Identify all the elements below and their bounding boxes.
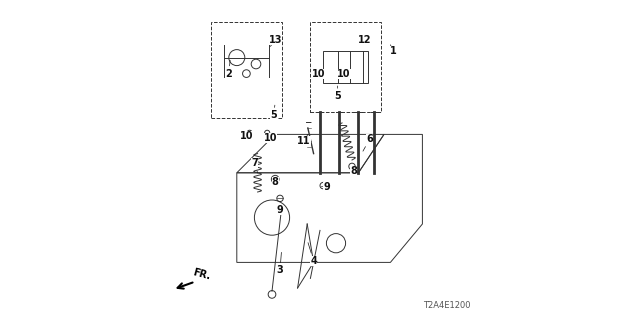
Text: 11: 11 [297, 134, 311, 146]
Text: 10: 10 [264, 132, 277, 143]
Text: 10: 10 [337, 68, 351, 79]
Text: T2A4E1200: T2A4E1200 [423, 301, 470, 310]
Text: FR.: FR. [192, 268, 212, 282]
Text: 5: 5 [270, 105, 277, 120]
Text: 4: 4 [308, 243, 317, 266]
Text: 12: 12 [358, 35, 372, 45]
Text: 6: 6 [363, 134, 373, 151]
Text: 5: 5 [334, 86, 341, 101]
Text: 9: 9 [323, 182, 330, 192]
Bar [323, 51, 368, 83]
Text: 3: 3 [276, 252, 284, 276]
Text: 13: 13 [268, 35, 282, 46]
Text: 2: 2 [225, 60, 232, 79]
Bar [310, 22, 381, 112]
Text: 1: 1 [390, 45, 397, 56]
Text: 7: 7 [251, 158, 258, 173]
Text: 9: 9 [276, 201, 284, 215]
Text: 8: 8 [272, 177, 278, 188]
Bar [211, 22, 282, 118]
Text: 10: 10 [239, 131, 253, 141]
Text: 8: 8 [350, 166, 357, 176]
Text: 10: 10 [312, 68, 325, 79]
